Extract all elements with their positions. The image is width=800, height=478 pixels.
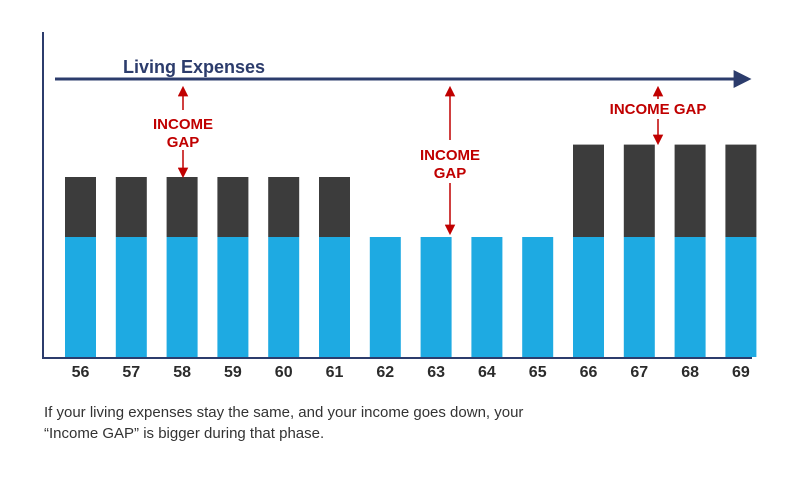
gap-bar-60 — [268, 177, 300, 237]
gap-bar-66 — [573, 144, 604, 237]
income-bar-59 — [217, 237, 249, 357]
gap-label-1-line2: GAP — [167, 134, 200, 151]
gap-label-2-line1: INCOME — [420, 147, 480, 164]
x-tick-67: 67 — [630, 364, 648, 381]
income-bar-58 — [166, 237, 198, 357]
income-bar-63 — [420, 237, 452, 357]
income-bar-60 — [268, 237, 300, 357]
x-tick-68: 68 — [681, 364, 699, 381]
x-tick-labels: 56 57 58 59 60 61 62 63 64 65 66 67 68 69 — [72, 364, 750, 381]
income-bar-67 — [623, 237, 655, 357]
x-tick-60: 60 — [275, 364, 293, 381]
gap-label-1-line1: INCOME — [153, 116, 213, 133]
x-tick-58: 58 — [173, 364, 191, 381]
gap-bar-67 — [623, 144, 655, 237]
x-tick-56: 56 — [72, 364, 90, 381]
income-bar-69 — [725, 237, 757, 357]
gap-bar-69 — [725, 144, 757, 237]
gap-label-2-line2: GAP — [434, 165, 467, 182]
x-tick-66: 66 — [580, 364, 598, 381]
living-expenses-label: Living Expenses — [123, 57, 265, 77]
caption-text: If your living expenses stay the same, a… — [44, 404, 524, 442]
x-tick-59: 59 — [224, 364, 242, 381]
income-bar-68 — [674, 237, 706, 357]
x-tick-57: 57 — [122, 364, 140, 381]
income-bar-57 — [115, 237, 147, 357]
income-bar-56 — [65, 237, 96, 357]
income-bar-62 — [369, 237, 401, 357]
gap-label-3: INCOME GAP — [610, 101, 707, 118]
bars-group — [65, 144, 757, 357]
income-bar-61 — [319, 237, 350, 357]
chart: Living Expenses 56 57 58 59 60 61 62 63 64 65 66 67… — [42, 32, 757, 381]
x-tick-64: 64 — [478, 364, 496, 381]
income-bar-65 — [522, 237, 554, 357]
x-tick-63: 63 — [427, 364, 445, 381]
gap-bar-58 — [166, 177, 198, 237]
gap-bar-61 — [319, 177, 350, 237]
gap-bar-56 — [65, 177, 96, 237]
gap-bar-68 — [674, 144, 706, 237]
x-tick-65: 65 — [529, 364, 547, 381]
x-tick-62: 62 — [376, 364, 394, 381]
gap-bar-57 — [115, 177, 147, 237]
income-bar-64 — [471, 237, 503, 357]
income-bar-66 — [573, 237, 604, 357]
gap-bar-59 — [217, 177, 249, 237]
x-tick-61: 61 — [326, 364, 344, 381]
x-tick-69: 69 — [732, 364, 750, 381]
